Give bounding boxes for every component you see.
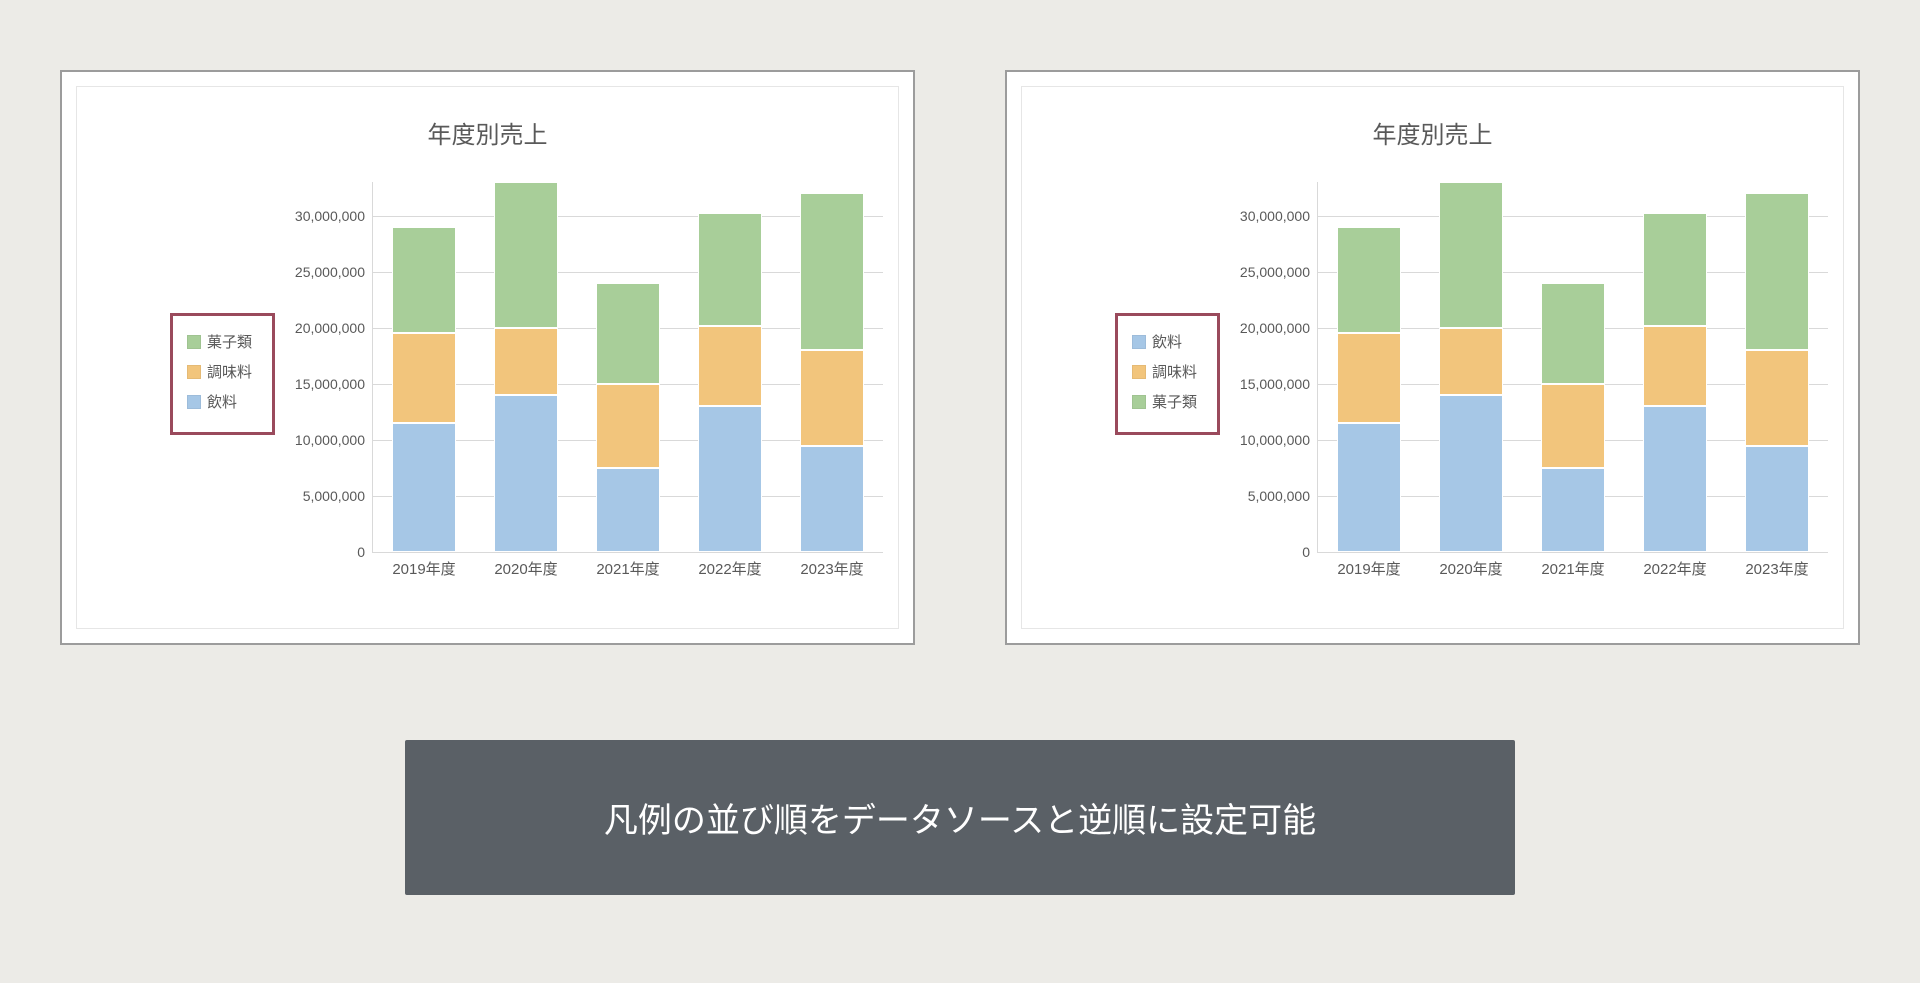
legend-label: 調味料 [1152,361,1197,382]
x-axis-tick-label: 2021年度 [1541,552,1604,579]
legend-label: 飲料 [1152,331,1182,352]
bar-segment-drinks [494,395,557,552]
legend-item-sweets: 菓子類 [187,331,252,352]
y-axis-tick-label: 20,000,000 [295,320,373,336]
legend-label: 菓子類 [1152,391,1197,412]
bar-segment-seasoning [1541,384,1604,468]
stacked-bar [1439,182,1502,552]
stacked-bar [698,213,761,552]
caption-banner: 凡例の並び順をデータソースと逆順に設定可能 [405,740,1515,895]
y-axis-tick-label: 10,000,000 [295,432,373,448]
bar-segment-sweets [1439,182,1502,328]
y-axis-tick-label: 30,000,000 [1240,208,1318,224]
legend-swatch-icon [1132,335,1146,349]
bar-segment-sweets [1745,193,1808,350]
bar-segment-drinks [1643,406,1706,552]
x-axis-tick-label: 2020年度 [494,552,557,579]
x-axis-tick-label: 2019年度 [392,552,455,579]
y-axis-tick-label: 0 [1302,544,1318,560]
caption-text: 凡例の並び順をデータソースと逆順に設定可能 [604,793,1316,842]
bar-segment-drinks [698,406,761,552]
x-axis-tick-label: 2021年度 [596,552,659,579]
bar-segment-seasoning [1643,326,1706,407]
bar-segment-seasoning [698,326,761,407]
y-axis-tick-label: 5,000,000 [303,488,373,504]
chart-plot-area: 05,000,00010,000,00015,000,00020,000,000… [372,182,883,553]
chart-panel-left: 年度別売上 菓子類調味料飲料 05,000,00010,000,00015,00… [60,70,915,645]
y-axis-tick-label: 15,000,000 [1240,376,1318,392]
stacked-bar [800,193,863,552]
legend-swatch-icon [187,365,201,379]
bar-segment-sweets [698,213,761,325]
legend-label: 飲料 [207,391,237,412]
bar-segment-seasoning [1337,333,1400,423]
chart-inner-right: 年度別売上 飲料調味料菓子類 05,000,00010,000,00015,00… [1021,86,1844,629]
bar-segment-drinks [1745,446,1808,553]
y-axis-tick-label: 25,000,000 [295,264,373,280]
bar-segment-drinks [392,423,455,552]
stacked-bar [1745,193,1808,552]
bar-segment-sweets [1541,283,1604,384]
stacked-bar [392,227,455,552]
bar-segment-sweets [1643,213,1706,325]
bar-segment-sweets [800,193,863,350]
stacked-bar [494,182,557,552]
legend-item-seasoning: 調味料 [187,361,252,382]
bar-segment-seasoning [1439,328,1502,395]
legend-item-seasoning: 調味料 [1132,361,1197,382]
bar-segment-seasoning [800,350,863,445]
bar-segment-seasoning [596,384,659,468]
x-axis-tick-label: 2022年度 [1643,552,1706,579]
bar-segment-sweets [596,283,659,384]
x-axis-tick-label: 2023年度 [800,552,863,579]
bar-segment-sweets [494,182,557,328]
chart-plot-area: 05,000,00010,000,00015,000,00020,000,000… [1317,182,1828,553]
bar-segment-drinks [1541,468,1604,552]
x-axis-tick-label: 2023年度 [1745,552,1808,579]
x-axis-tick-label: 2022年度 [698,552,761,579]
x-axis-tick-label: 2019年度 [1337,552,1400,579]
chart-inner-left: 年度別売上 菓子類調味料飲料 05,000,00010,000,00015,00… [76,86,899,629]
y-axis-tick-label: 0 [357,544,373,560]
y-axis-tick-label: 15,000,000 [295,376,373,392]
y-axis-tick-label: 30,000,000 [295,208,373,224]
stacked-bar [1541,283,1604,552]
chart-panel-right: 年度別売上 飲料調味料菓子類 05,000,00010,000,00015,00… [1005,70,1860,645]
bar-segment-sweets [392,227,455,334]
legend-swatch-icon [187,395,201,409]
legend-swatch-icon [1132,365,1146,379]
y-axis-tick-label: 10,000,000 [1240,432,1318,448]
bar-segment-sweets [1337,227,1400,334]
chart-title: 年度別売上 [1022,115,1843,150]
legend-item-drinks: 飲料 [1132,331,1197,352]
bar-segment-seasoning [1745,350,1808,445]
bar-segment-seasoning [494,328,557,395]
chart-title: 年度別売上 [77,115,898,150]
bar-segment-seasoning [392,333,455,423]
stacked-bar [596,283,659,552]
chart-legend: 飲料調味料菓子類 [1132,322,1197,421]
y-axis-tick-label: 25,000,000 [1240,264,1318,280]
y-axis-tick-label: 5,000,000 [1248,488,1318,504]
stacked-bar [1337,227,1400,552]
stage: 年度別売上 菓子類調味料飲料 05,000,00010,000,00015,00… [0,0,1920,983]
legend-swatch-icon [1132,395,1146,409]
stacked-bar [1643,213,1706,552]
bar-segment-drinks [596,468,659,552]
legend-label: 菓子類 [207,331,252,352]
legend-label: 調味料 [207,361,252,382]
legend-swatch-icon [187,335,201,349]
bar-segment-drinks [1439,395,1502,552]
legend-item-sweets: 菓子類 [1132,391,1197,412]
chart-legend: 菓子類調味料飲料 [187,322,252,421]
x-axis-tick-label: 2020年度 [1439,552,1502,579]
bar-segment-drinks [800,446,863,553]
y-axis-tick-label: 20,000,000 [1240,320,1318,336]
bar-segment-drinks [1337,423,1400,552]
legend-item-drinks: 飲料 [187,391,252,412]
